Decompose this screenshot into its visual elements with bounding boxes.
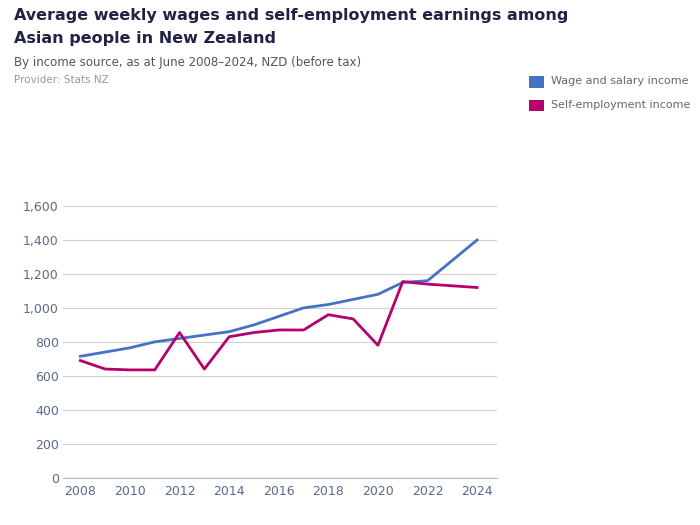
Text: Wage and salary income: Wage and salary income [551,76,688,87]
Text: Asian people in New Zealand: Asian people in New Zealand [14,32,276,47]
Text: figure.nz: figure.nz [568,28,650,45]
Text: By income source, as at June 2008–2024, NZD (before tax): By income source, as at June 2008–2024, … [14,56,361,69]
Text: Average weekly wages and self-employment earnings among: Average weekly wages and self-employment… [14,8,568,23]
Text: Self-employment income: Self-employment income [551,100,690,110]
Text: Provider: Stats NZ: Provider: Stats NZ [14,75,108,85]
